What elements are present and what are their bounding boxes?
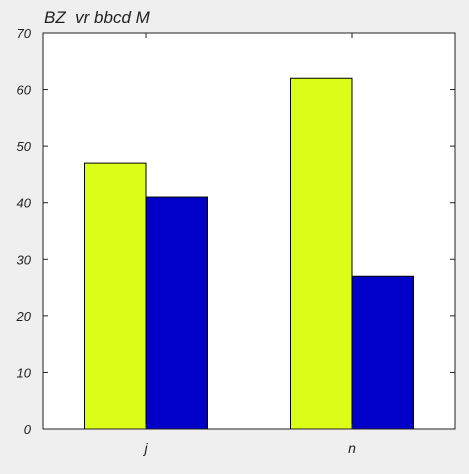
chart-title: BZ vr bbcd M bbox=[44, 8, 150, 27]
bar-n-series-2 bbox=[351, 275, 414, 430]
y-tick-label-60: 60 bbox=[17, 83, 32, 98]
y-tick-label-70: 70 bbox=[17, 26, 32, 41]
plot-frame bbox=[42, 32, 456, 430]
y-tick-label-50: 50 bbox=[17, 139, 32, 154]
y-tick-label-30: 30 bbox=[17, 252, 32, 267]
x-tick-label-j: j bbox=[142, 440, 148, 456]
y-tick-label-10: 10 bbox=[17, 365, 32, 380]
bar-j-series-2 bbox=[145, 196, 208, 430]
bar-j-series-1 bbox=[84, 162, 147, 430]
y-tick-label-40: 40 bbox=[17, 196, 32, 211]
x-tick-label-n: n bbox=[348, 440, 356, 456]
bar-n-series-1 bbox=[290, 77, 353, 430]
y-tick-label-20: 20 bbox=[16, 309, 32, 324]
y-tick-label-0: 0 bbox=[24, 422, 32, 437]
